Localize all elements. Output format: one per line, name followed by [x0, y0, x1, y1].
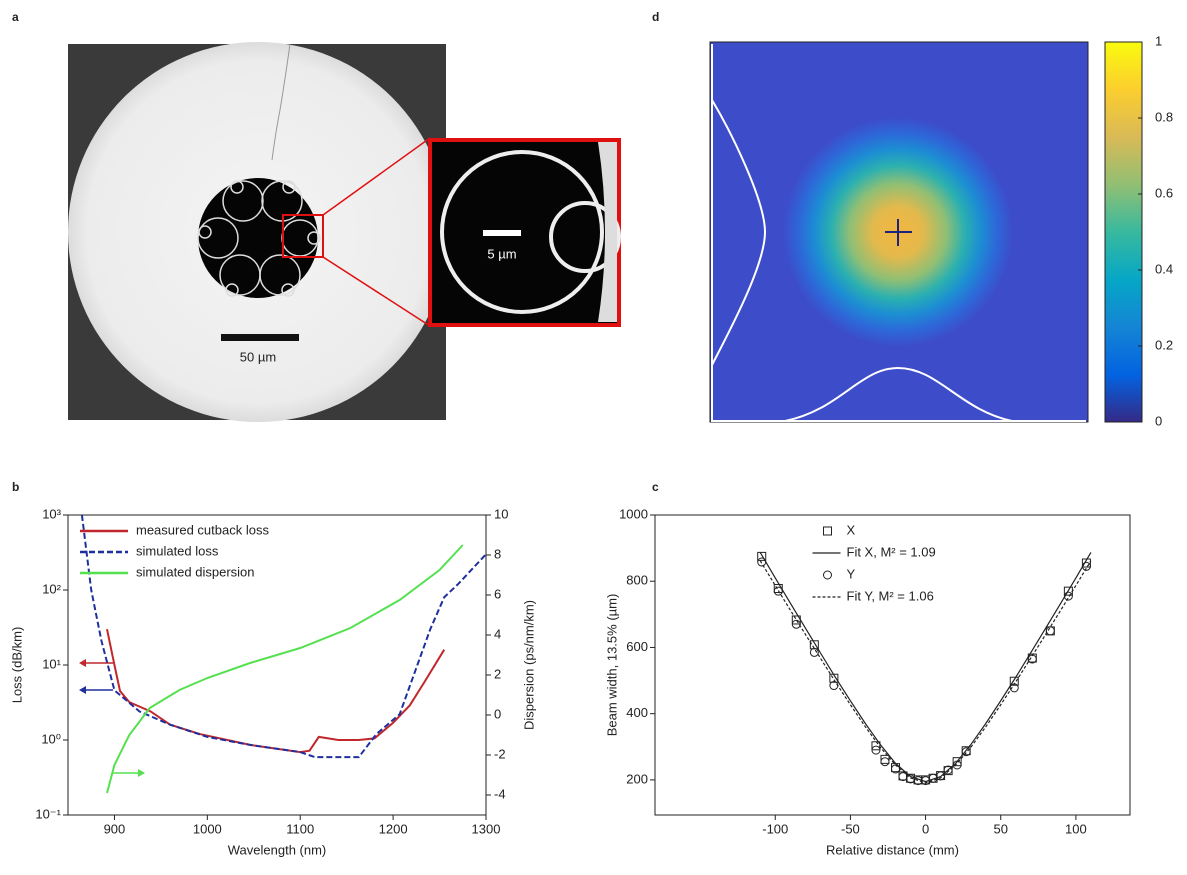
x-axis-label: Wavelength (nm)	[228, 842, 327, 857]
beam-profile	[709, 41, 1143, 423]
y2-tick-label: 0	[494, 706, 501, 721]
series-line	[759, 552, 1092, 783]
panel-label: a	[12, 10, 19, 24]
y-tick-label: 10¹	[42, 656, 61, 671]
colorbar-tick-label: 0.8	[1155, 109, 1173, 124]
x-tick-label: 1000	[193, 821, 222, 836]
y-axis-label: Beam width, 13.5% (µm)	[604, 594, 619, 737]
data-point	[757, 551, 767, 561]
y-tick-label: 10³	[42, 506, 61, 521]
x-axis-label: Relative distance (mm)	[826, 842, 959, 857]
data-point	[809, 647, 819, 657]
data-point	[1081, 561, 1091, 571]
data-point	[898, 772, 908, 782]
x-tick-label: 50	[993, 821, 1007, 836]
data-point	[773, 586, 783, 596]
x-tick-label: 1300	[472, 821, 501, 836]
legend-label: Y	[847, 566, 856, 581]
y-tick-label: 600	[626, 639, 648, 654]
y-tick-label: 800	[626, 573, 648, 588]
micrograph: 50 µm 5 µm	[68, 42, 621, 422]
colorbar-tick-label: 0.6	[1155, 185, 1173, 200]
plot-frame	[67, 514, 487, 816]
x-tick-label: 1200	[379, 821, 408, 836]
x-tick-label: -50	[841, 821, 860, 836]
legend-marker	[823, 570, 832, 580]
legend-label: simulated dispersion	[136, 564, 255, 579]
y2-tick-label: 4	[494, 626, 501, 641]
x-tick-label: 900	[104, 821, 126, 836]
data-point	[871, 745, 881, 755]
series-line	[106, 544, 464, 794]
y-tick-label: 10⁰	[41, 731, 61, 746]
data-point	[791, 619, 801, 629]
series-line	[759, 560, 1092, 784]
y-axis-label: Loss (dB/km)	[9, 627, 24, 704]
x-tick-label: 0	[922, 821, 929, 836]
data-point	[880, 754, 890, 764]
colorbar-tick-label: 1	[1155, 33, 1162, 48]
panel-label: c	[652, 480, 659, 494]
data-point	[757, 557, 767, 567]
y2-tick-label: -2	[494, 746, 506, 761]
series-line	[106, 629, 446, 754]
data-point	[1063, 591, 1073, 601]
axis-arrows	[79, 659, 145, 777]
plot-frame	[654, 514, 1131, 816]
data-point	[952, 757, 962, 767]
colorbar-tick-label: 0	[1155, 413, 1162, 428]
y-tick-label: 10²	[42, 581, 61, 596]
data-point	[943, 765, 953, 775]
data-point	[961, 747, 971, 757]
panel-label: d	[652, 10, 659, 24]
colorbar-tick-label: 0.4	[1155, 261, 1173, 276]
y2-tick-label: 2	[494, 666, 501, 681]
y2-tick-label: 6	[494, 586, 501, 601]
panel-label: b	[12, 480, 19, 494]
data-point	[952, 760, 962, 770]
inset-scale-bar-label: 5 µm	[487, 246, 516, 261]
y2-tick-label: 8	[494, 546, 501, 561]
legend-marker	[823, 526, 832, 536]
data-point	[1045, 626, 1055, 636]
data-point	[936, 771, 946, 781]
x-tick-label: 1100	[286, 821, 314, 836]
y-tick-label: 400	[626, 705, 648, 720]
y2-axis-label: Dispersion (ps/nm/km)	[521, 600, 536, 730]
colorbar-tick-label: 0.2	[1155, 337, 1173, 352]
legend-label: Fit Y, M² = 1.06	[847, 588, 934, 603]
x-tick-label: 100	[1065, 821, 1087, 836]
y2-tick-label: -4	[494, 786, 506, 801]
y-tick-label: 1000	[619, 506, 648, 521]
legend-label: simulated loss	[136, 543, 219, 558]
legend-label: Fit X, M² = 1.09	[847, 544, 936, 559]
data-point	[880, 757, 890, 767]
y2-tick-label: 10	[494, 506, 508, 521]
y-tick-label: 10⁻¹	[35, 806, 61, 821]
scale-bar-label: 50 µm	[240, 349, 276, 364]
y-tick-label: 200	[626, 771, 648, 786]
series-line	[80, 514, 487, 759]
legend-label: measured cutback loss	[136, 522, 269, 537]
x-tick-label: -100	[762, 821, 788, 836]
legend-label: X	[847, 522, 856, 537]
